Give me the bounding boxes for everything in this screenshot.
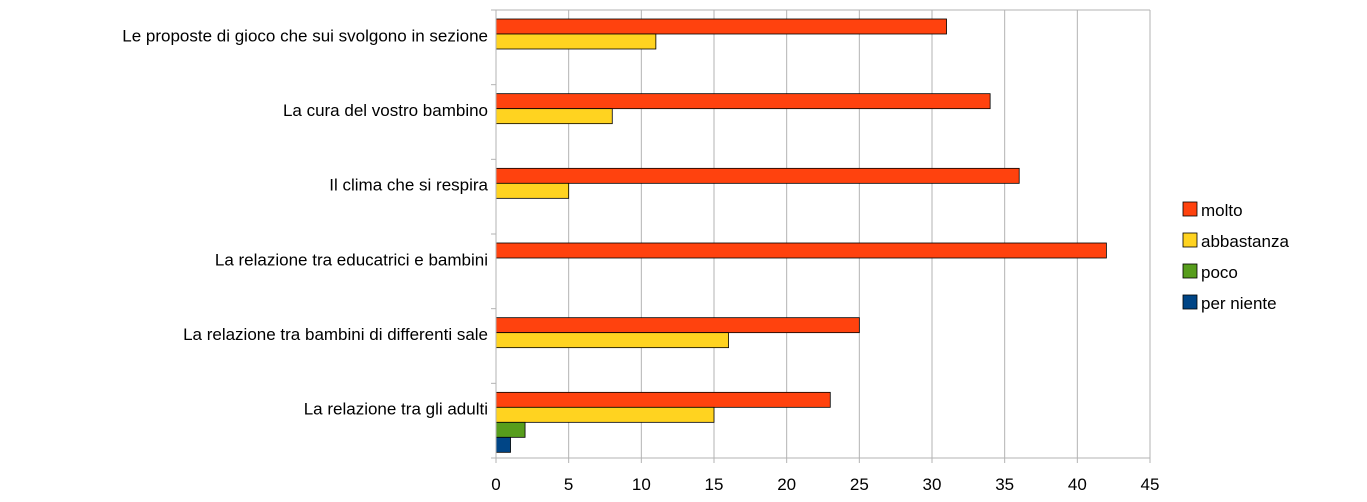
bar-per-niente: [495, 436, 511, 453]
x-tick-label: 40: [1068, 475, 1087, 494]
bar-abbastanza: [495, 108, 613, 125]
x-tick-label: 35: [995, 475, 1014, 494]
legend-label: poco: [1201, 263, 1238, 282]
axes: 0 5 10 15 20 25 30 35 40 45: [491, 9, 1160, 494]
bar-molto: [495, 167, 1020, 184]
category-label: La relazione tra educatrici e bambini: [215, 250, 488, 269]
legend-swatch: [1182, 263, 1198, 279]
bar-molto: [495, 317, 860, 334]
bar-molto: [495, 18, 947, 35]
x-tick-label: 25: [850, 475, 869, 494]
x-tick-label: 45: [1141, 475, 1160, 494]
bar-abbastanza: [495, 33, 657, 50]
bars: [495, 18, 1107, 453]
x-tick-label: 30: [923, 475, 942, 494]
category-label: Le proposte di gioco che sui svolgono in…: [122, 26, 488, 45]
legend-swatch: [1182, 232, 1198, 248]
bar-abbastanza: [495, 406, 715, 423]
category-label: Il clima che si respira: [329, 176, 488, 195]
legend-label: abbastanza: [1201, 232, 1289, 251]
bar-abbastanza: [495, 332, 729, 349]
category-label: La relazione tra gli adulti: [304, 400, 488, 419]
category-label: La cura del vostro bambino: [283, 101, 488, 120]
legend-swatch: [1182, 294, 1198, 310]
x-tick-label: 15: [705, 475, 724, 494]
x-tick-label: 5: [564, 475, 573, 494]
category-label: La relazione tra bambini di differenti s…: [183, 325, 488, 344]
gridlines: [496, 9, 1151, 458]
x-tick-label: 0: [491, 475, 500, 494]
legend-label: molto: [1201, 201, 1243, 220]
legend: molto abbastanza poco per niente: [1182, 201, 1289, 313]
category-labels: Le proposte di gioco che sui svolgono in…: [122, 26, 488, 418]
bar-molto: [495, 93, 991, 110]
legend-swatch: [1182, 201, 1198, 217]
bar-abbastanza: [495, 182, 570, 199]
x-tick-label: 20: [777, 475, 796, 494]
x-tick-label: 10: [632, 475, 651, 494]
legend-label: per niente: [1201, 294, 1277, 313]
bar-molto: [495, 242, 1107, 259]
bar-poco: [495, 421, 526, 438]
bar-molto: [495, 391, 831, 408]
